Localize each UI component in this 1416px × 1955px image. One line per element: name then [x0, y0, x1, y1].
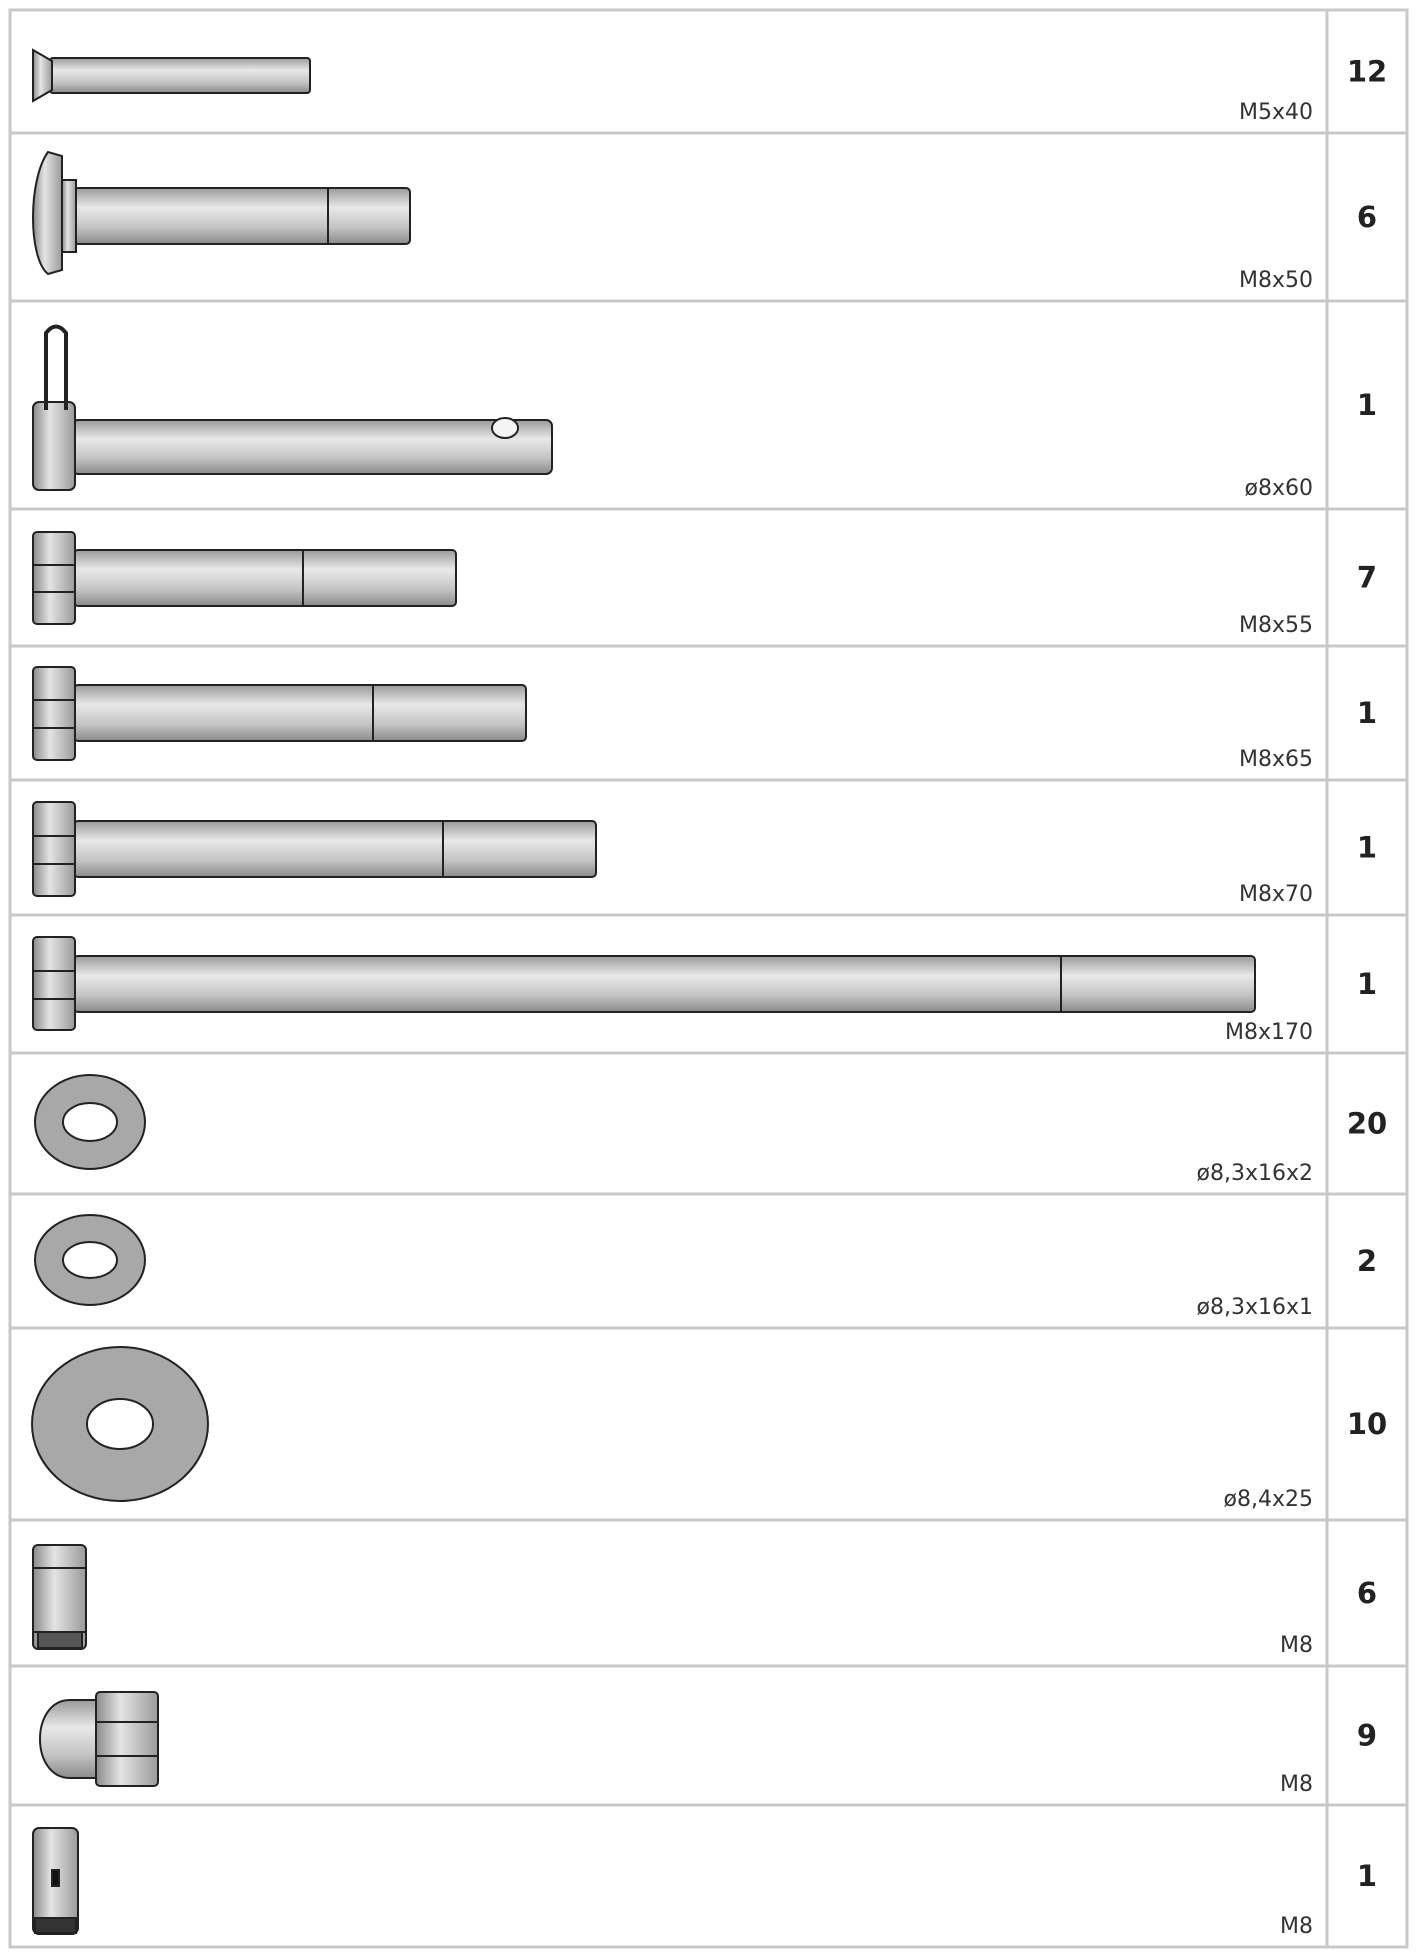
labels: M5x4012M8x506ø8x601M8x557M8x651M8x701M8x… [1197, 55, 1388, 1940]
part-size: ø8,3x16x1 [1197, 1295, 1313, 1320]
part-quantity: 2 [1357, 1244, 1377, 1278]
part-quantity: 6 [1357, 200, 1377, 234]
hex-bolt [32, 801, 597, 897]
part-quantity: 1 [1357, 1859, 1377, 1893]
hex-bolt [32, 936, 1256, 1031]
part-size: M5x40 [1239, 100, 1313, 125]
square-nut [32, 1827, 79, 1935]
countersunk-screw [32, 48, 311, 103]
part-quantity: 12 [1347, 55, 1387, 89]
lock-nut [32, 1544, 87, 1650]
part-quantity: 1 [1357, 967, 1377, 1001]
part-size: ø8,3x16x2 [1197, 1161, 1313, 1186]
cap-nut [39, 1691, 159, 1787]
part-size: ø8,4x25 [1224, 1487, 1313, 1512]
part-quantity: 6 [1357, 1576, 1377, 1610]
part-size: M8x70 [1239, 882, 1313, 907]
part-quantity: 20 [1347, 1107, 1387, 1141]
part-size: ø8x60 [1245, 476, 1313, 501]
hex-bolt [32, 531, 457, 625]
part-size: M8 [1280, 1633, 1313, 1658]
part-size: M8x170 [1225, 1020, 1313, 1045]
part-quantity: 7 [1357, 561, 1377, 595]
part-size: M8 [1280, 1772, 1313, 1797]
part-size: M8x50 [1239, 268, 1313, 293]
part-size: M8x55 [1239, 613, 1313, 638]
hex-bolt [32, 666, 527, 761]
washer [34, 1074, 146, 1170]
part-quantity: 1 [1357, 388, 1377, 422]
part-quantity: 9 [1357, 1719, 1377, 1753]
part-quantity: 10 [1347, 1407, 1387, 1441]
clevis-pin [32, 324, 553, 491]
outer-border [8, 8, 1409, 1949]
carriage-bolt [32, 150, 411, 276]
table-frame [8, 8, 1409, 1949]
part-illustrations [31, 48, 1256, 1935]
washer [34, 1214, 146, 1306]
part-quantity: 1 [1357, 696, 1377, 730]
washer [31, 1346, 209, 1502]
part-quantity: 1 [1357, 831, 1377, 865]
part-size: M8 [1280, 1914, 1313, 1939]
part-size: M8x65 [1239, 747, 1313, 772]
